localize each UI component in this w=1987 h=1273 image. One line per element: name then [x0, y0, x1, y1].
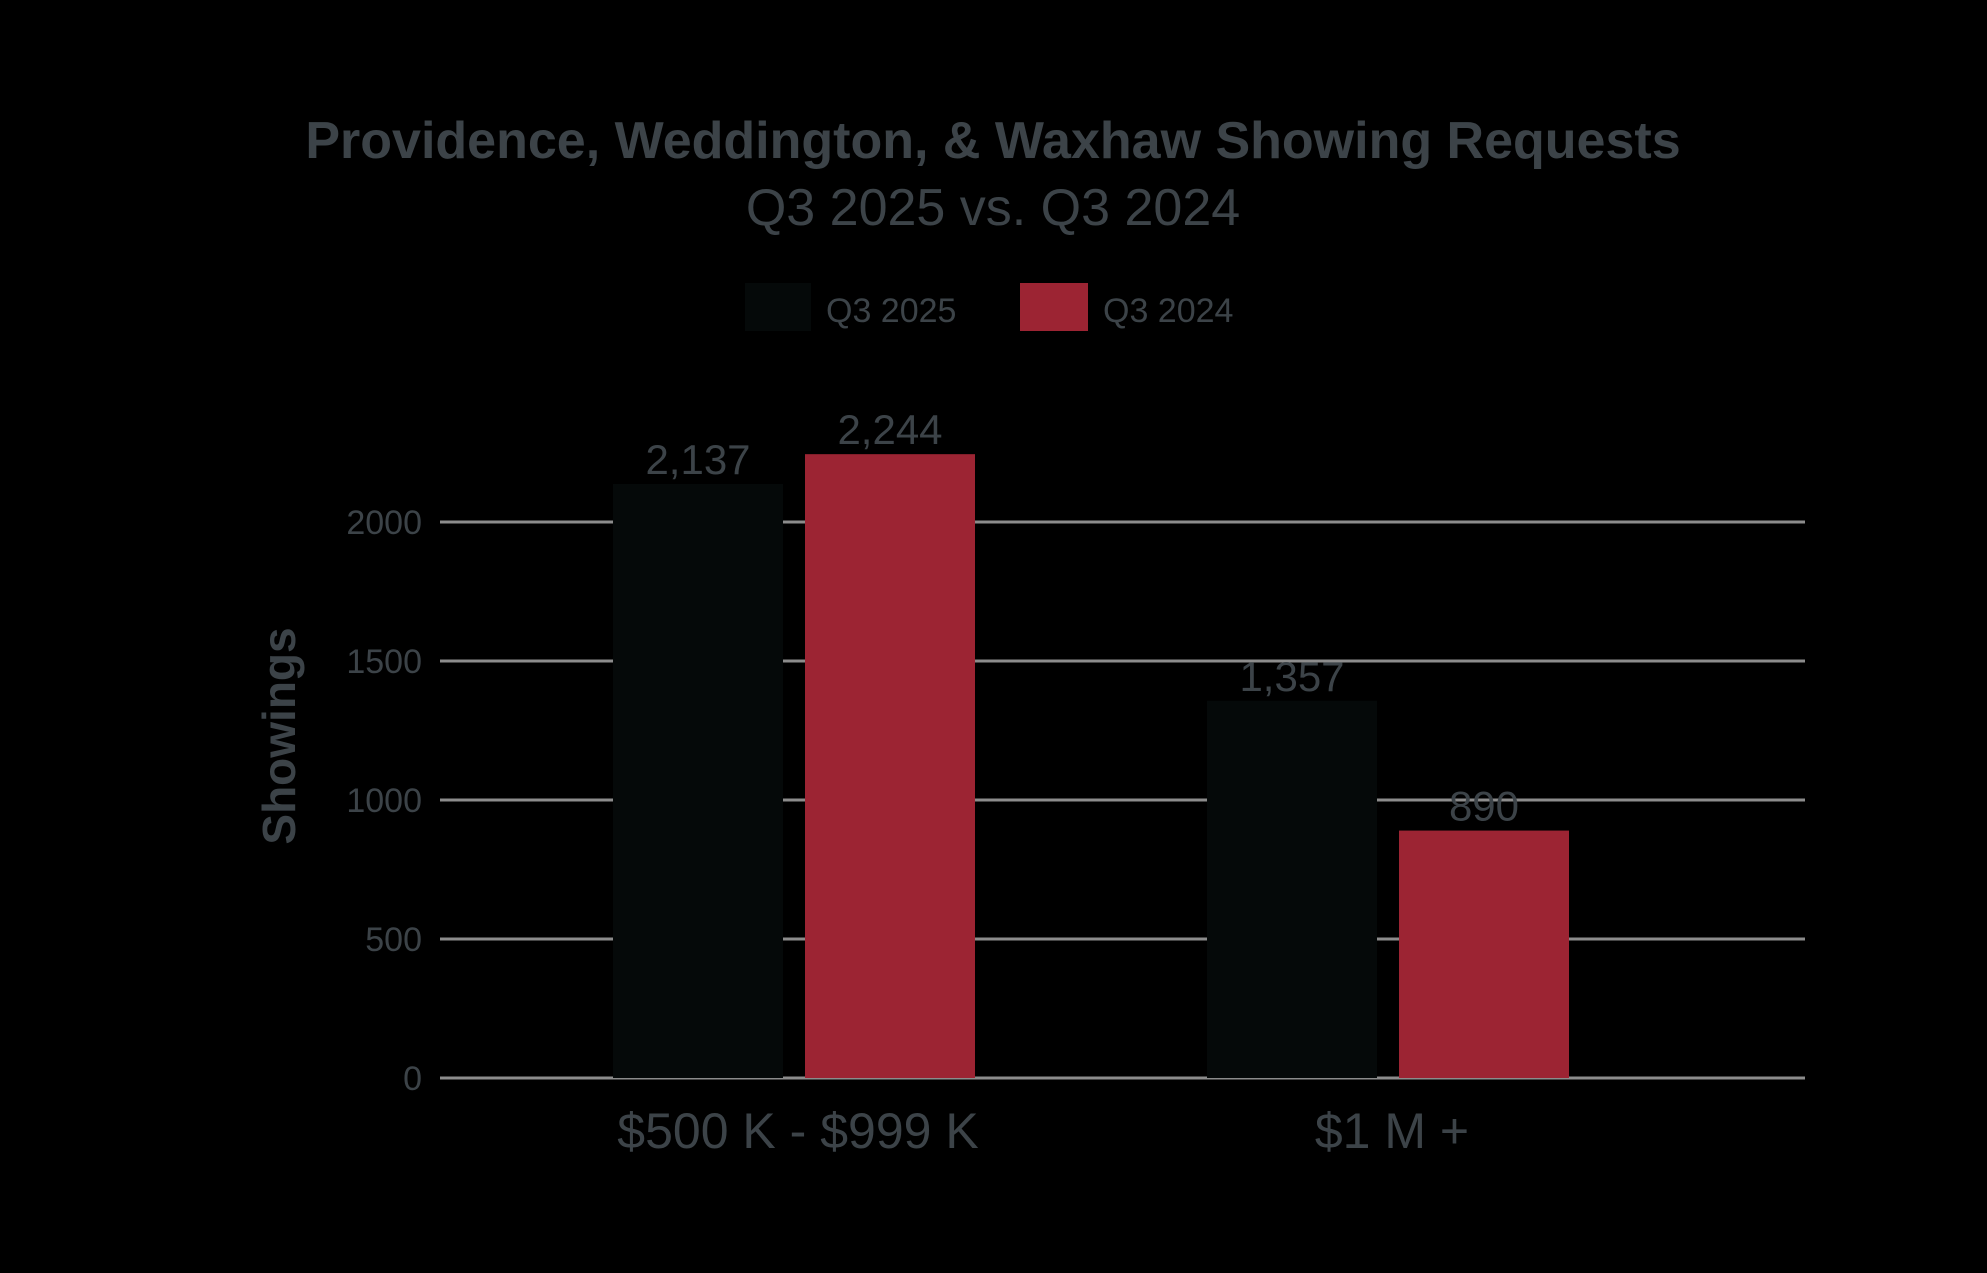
legend-swatch-q3-2025 — [745, 283, 811, 331]
y-axis-ticks: 0 500 1000 1500 2000 — [346, 504, 422, 1098]
legend-label-q3-2024: Q3 2024 — [1103, 292, 1233, 330]
data-label-q3-2025-1: 1,357 — [1239, 653, 1344, 700]
x-axis-ticks: $500 K - $999 K $1 M + — [617, 1103, 1469, 1159]
bars — [613, 454, 1569, 1079]
bar-q3-2024-0 — [805, 454, 975, 1079]
legend: Q3 2025 Q3 2024 — [745, 283, 1233, 331]
data-label-q3-2024-0: 2,244 — [837, 406, 942, 453]
y-tick-label-0: 0 — [403, 1060, 422, 1098]
data-label-q3-2024-1: 890 — [1449, 783, 1519, 830]
data-labels: 2,137 2,244 1,357 890 — [645, 406, 1519, 829]
bar-q3-2024-1 — [1399, 830, 1569, 1078]
bar-q3-2025-0 — [613, 483, 783, 1078]
chart-subtitle: Q3 2025 vs. Q3 2024 — [746, 179, 1240, 237]
chart-title: Providence, Weddington, & Waxhaw Showing… — [305, 112, 1680, 170]
bar-q3-2025-1 — [1207, 700, 1377, 1078]
y-tick-label-1500: 1500 — [346, 643, 422, 681]
y-axis-label: Showings — [253, 627, 305, 844]
x-tick-label-1: $1 M + — [1315, 1103, 1469, 1159]
data-label-q3-2025-0: 2,137 — [645, 436, 750, 483]
legend-label-q3-2025: Q3 2025 — [826, 292, 956, 330]
y-tick-label-500: 500 — [365, 921, 422, 959]
legend-swatch-q3-2024 — [1020, 283, 1088, 331]
x-tick-label-0: $500 K - $999 K — [617, 1103, 978, 1159]
y-tick-label-2000: 2000 — [346, 504, 422, 542]
y-tick-label-1000: 1000 — [346, 782, 422, 820]
